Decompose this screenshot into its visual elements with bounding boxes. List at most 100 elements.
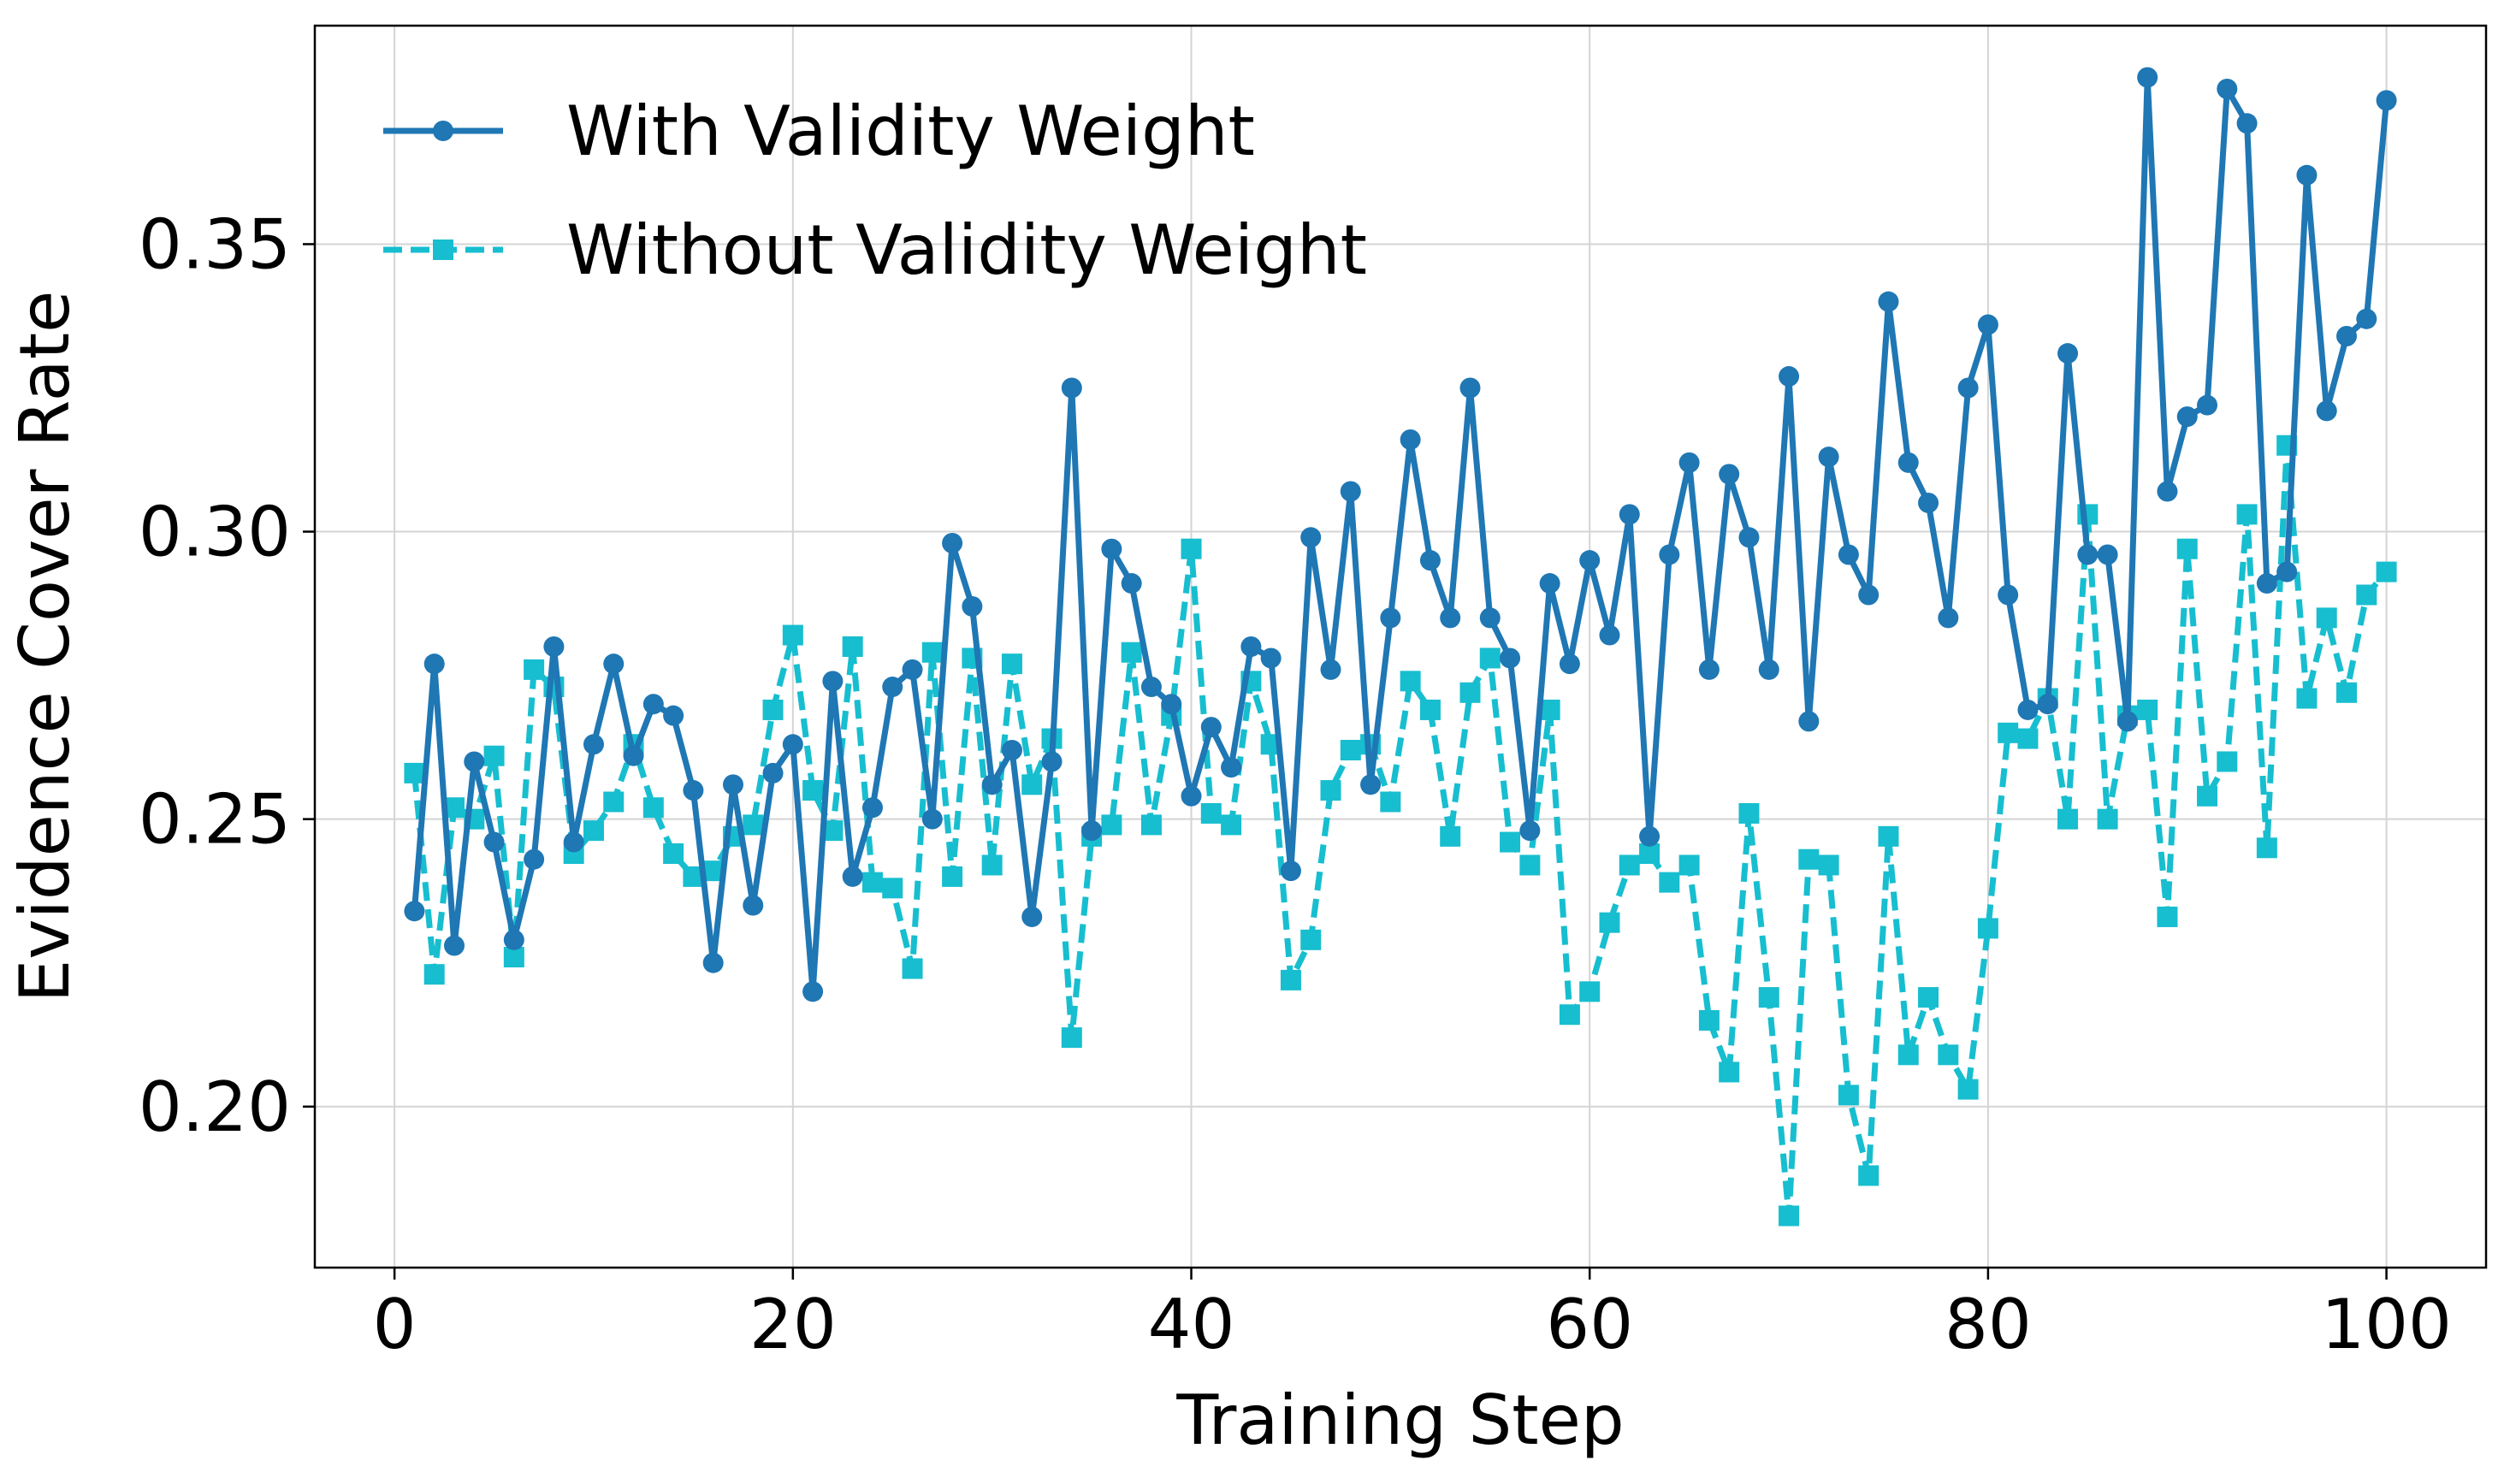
data-point bbox=[921, 641, 943, 663]
data-point bbox=[2157, 906, 2178, 927]
legend-entry: Without Validity Weight bbox=[383, 210, 1367, 290]
data-point bbox=[583, 734, 604, 755]
data-point bbox=[2137, 67, 2158, 88]
data-point bbox=[942, 866, 963, 887]
data-point bbox=[1500, 831, 1521, 853]
data-point bbox=[1260, 647, 1282, 669]
data-point bbox=[524, 848, 545, 870]
data-point bbox=[563, 831, 584, 853]
data-point bbox=[503, 947, 524, 967]
data-point bbox=[1559, 1004, 1580, 1026]
data-point bbox=[1419, 699, 1441, 720]
data-point bbox=[1897, 1044, 1919, 1066]
data-point bbox=[1459, 682, 1481, 703]
data-point bbox=[861, 872, 883, 893]
x-tick-label: 40 bbox=[1148, 1285, 1235, 1364]
data-point bbox=[2276, 561, 2298, 582]
y-tick-label: 0.35 bbox=[139, 204, 291, 284]
data-point bbox=[1221, 814, 1242, 836]
data-point bbox=[2057, 808, 2079, 830]
data-point bbox=[1698, 1009, 1720, 1031]
data-point bbox=[1500, 647, 1521, 669]
data-point bbox=[1181, 785, 1202, 807]
data-point bbox=[842, 636, 863, 657]
data-point bbox=[2236, 504, 2258, 525]
data-point bbox=[1678, 452, 1700, 473]
data-point bbox=[1957, 377, 1979, 399]
data-point bbox=[543, 636, 565, 657]
y-axis-title: Evidence Cover Rate bbox=[5, 291, 85, 1003]
data-point bbox=[1539, 573, 1560, 594]
x-tick-label: 60 bbox=[1546, 1285, 1633, 1364]
data-point bbox=[1400, 429, 1421, 450]
data-point bbox=[1200, 717, 1222, 738]
data-point bbox=[1779, 366, 1800, 387]
data-point bbox=[2316, 400, 2337, 422]
x-tick-label: 20 bbox=[749, 1285, 837, 1364]
data-point bbox=[1021, 906, 1043, 927]
legend-label: Without Validity Weight bbox=[566, 210, 1367, 290]
data-point bbox=[2017, 699, 2039, 720]
data-point bbox=[762, 699, 784, 720]
data-point bbox=[1221, 757, 1242, 778]
data-point bbox=[1140, 677, 1162, 698]
data-point bbox=[2217, 751, 2238, 772]
data-point bbox=[443, 935, 465, 956]
data-point bbox=[603, 791, 625, 813]
data-point bbox=[842, 866, 863, 887]
data-point bbox=[503, 929, 524, 950]
data-point bbox=[2116, 711, 2138, 732]
data-point bbox=[2217, 78, 2238, 99]
data-point bbox=[1938, 607, 1959, 629]
data-point bbox=[1181, 538, 1202, 559]
data-point bbox=[1878, 825, 1899, 847]
data-point bbox=[1579, 981, 1601, 1002]
data-point bbox=[483, 831, 505, 853]
data-point bbox=[663, 843, 684, 864]
data-point bbox=[524, 659, 545, 680]
series-layer bbox=[404, 67, 2397, 1227]
axis-ticks: 0 20 40 60 80 100 0.20 0.25 0.30 0.35 bbox=[139, 204, 2452, 1364]
data-point bbox=[1957, 1079, 1979, 1100]
data-point bbox=[1440, 825, 1461, 847]
data-point bbox=[902, 958, 923, 979]
data-point bbox=[1419, 550, 1441, 571]
data-point bbox=[743, 814, 764, 836]
data-point bbox=[2137, 699, 2158, 720]
data-point bbox=[1320, 659, 1341, 680]
data-point bbox=[1738, 802, 1760, 824]
data-point bbox=[603, 653, 625, 675]
data-point bbox=[1360, 774, 1382, 795]
data-point bbox=[1579, 550, 1601, 571]
data-point bbox=[1340, 740, 1361, 760]
data-point bbox=[2017, 728, 2039, 749]
data-point bbox=[1479, 607, 1501, 629]
data-point bbox=[1918, 987, 1939, 1008]
data-point bbox=[2097, 808, 2118, 830]
data-point bbox=[2376, 561, 2397, 582]
data-point bbox=[1858, 1165, 1880, 1186]
data-point bbox=[1140, 814, 1162, 836]
data-point bbox=[1519, 854, 1541, 876]
data-point bbox=[782, 624, 803, 646]
data-point bbox=[822, 671, 844, 692]
data-point bbox=[2037, 694, 2058, 715]
data-point bbox=[1678, 854, 1700, 876]
data-point bbox=[1998, 722, 2019, 743]
data-point bbox=[1161, 694, 1182, 715]
data-point bbox=[2176, 538, 2198, 559]
data-point bbox=[1619, 504, 1640, 525]
data-point bbox=[1061, 377, 1082, 399]
data-point bbox=[2197, 785, 2218, 807]
data-point bbox=[1280, 969, 1301, 990]
data-point bbox=[942, 533, 963, 553]
data-point bbox=[981, 854, 1003, 876]
data-point bbox=[2097, 544, 2118, 565]
data-point bbox=[483, 745, 505, 766]
x-tick-label: 80 bbox=[1945, 1285, 2032, 1364]
data-point bbox=[1977, 918, 1998, 939]
y-tick-label: 0.25 bbox=[139, 780, 291, 860]
data-point bbox=[882, 878, 903, 899]
data-point bbox=[1200, 802, 1222, 824]
data-point bbox=[1559, 653, 1580, 675]
